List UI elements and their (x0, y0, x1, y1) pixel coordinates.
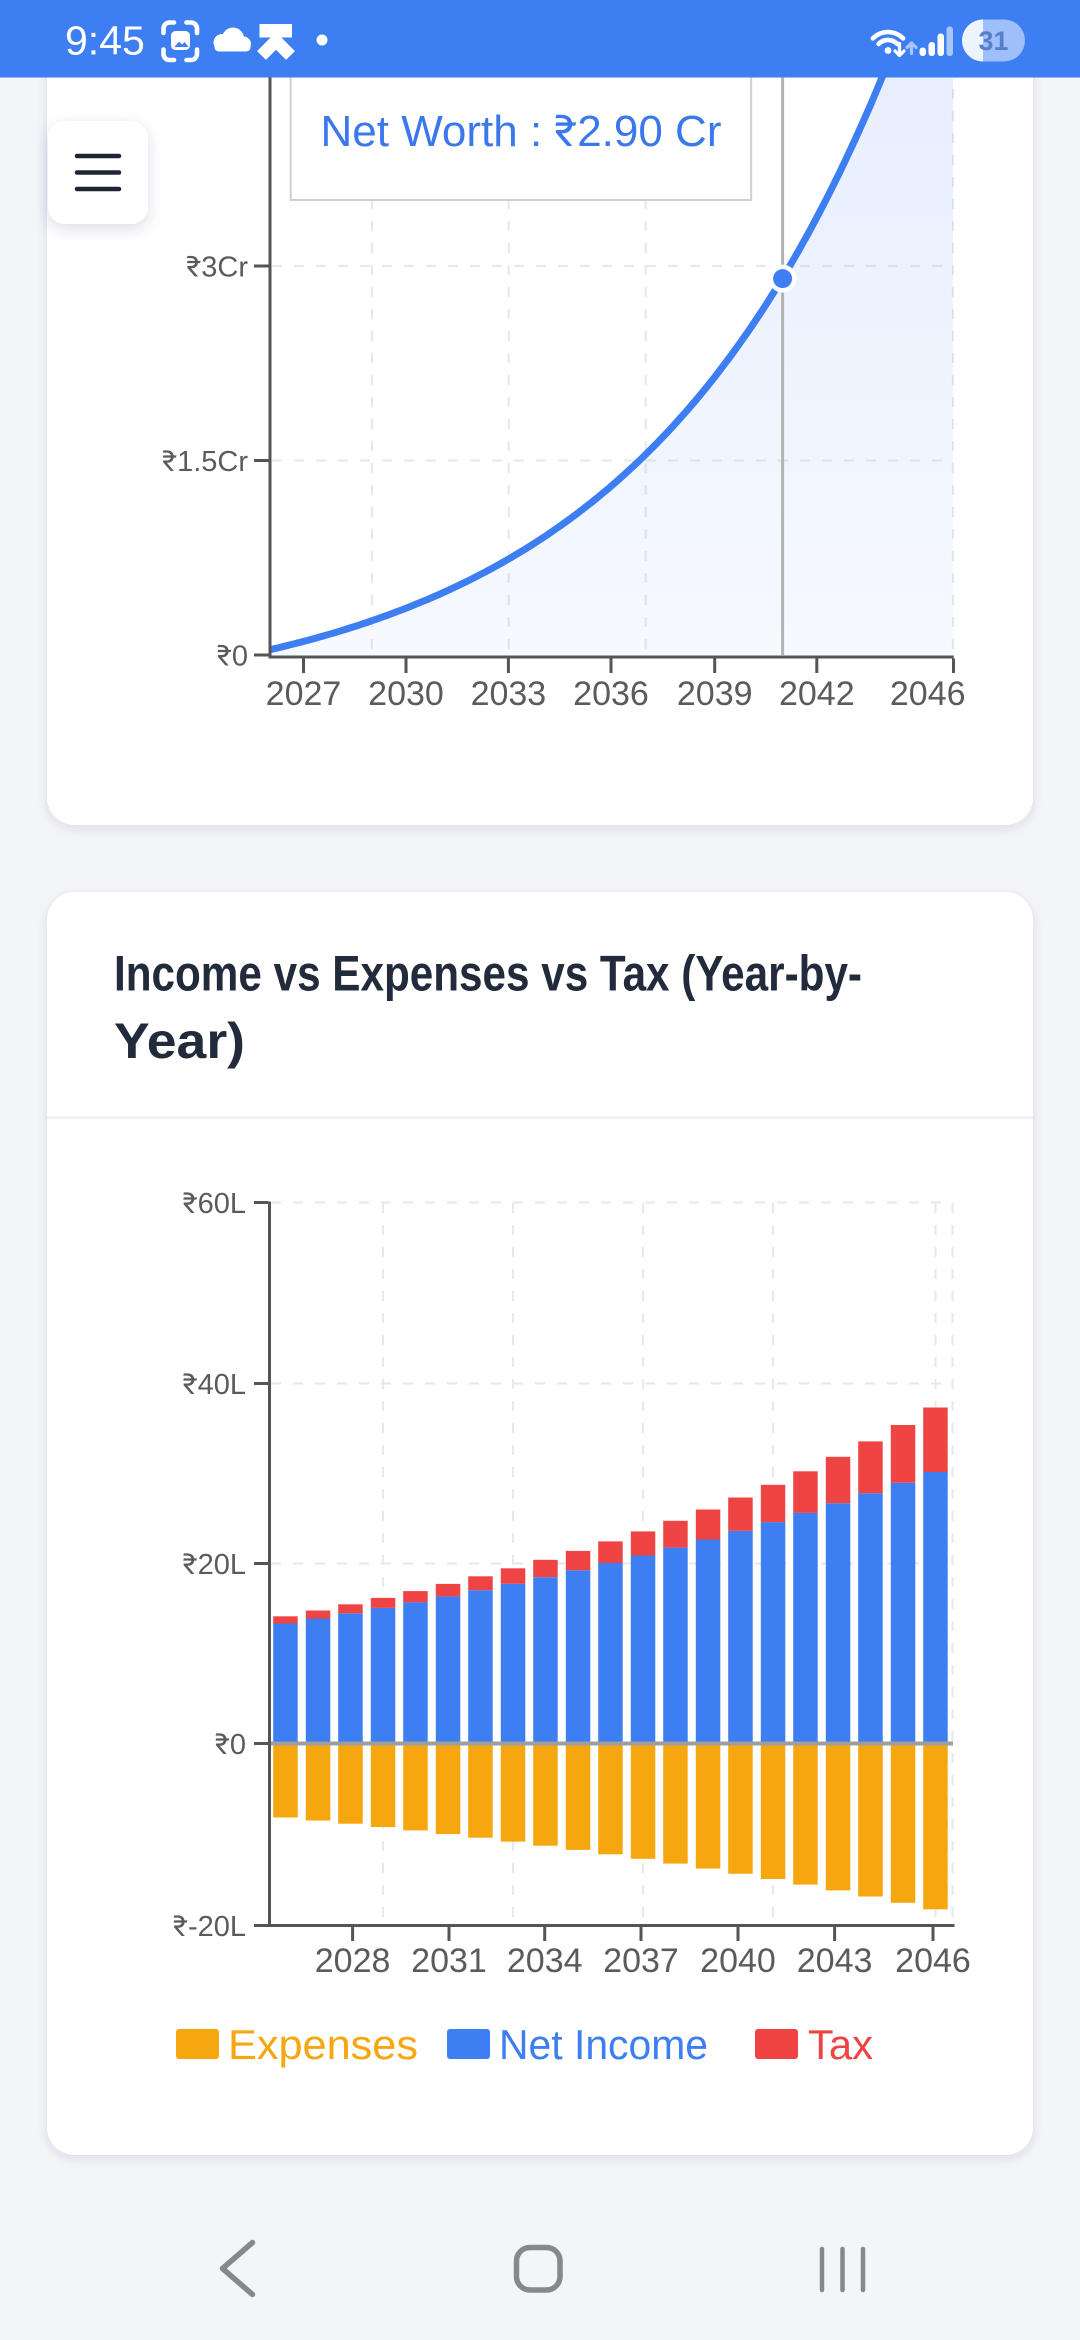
svg-text:20L: 20L (198, 1549, 246, 1581)
svg-text:1.5Cr: 1.5Cr (177, 446, 248, 478)
svg-text:40L: 40L (198, 1369, 246, 1401)
svg-text:2040: 2040 (700, 1942, 776, 1980)
svg-text:2039: 2039 (677, 675, 753, 713)
svg-text:2030: 2030 (368, 675, 444, 713)
svg-text:2046: 2046 (895, 1942, 971, 1980)
svg-text:2031: 2031 (411, 1942, 487, 1980)
svg-text:Income vs Expenses vs Tax (Yea: Income vs Expenses vs Tax (Year-by- (114, 946, 862, 1002)
svg-text:2042: 2042 (779, 675, 855, 713)
svg-text:2027: 2027 (266, 675, 342, 713)
svg-text:2028: 2028 (315, 1942, 391, 1980)
svg-text:Net Income: Net Income (499, 2021, 708, 2068)
svg-text:2036: 2036 (573, 675, 649, 713)
svg-text:2034: 2034 (507, 1942, 583, 1980)
svg-text:3Cr: 3Cr (201, 252, 248, 284)
svg-text:2037: 2037 (603, 1942, 679, 1980)
svg-text:0: 0 (230, 1729, 246, 1761)
svg-text:Year): Year) (114, 1013, 245, 1069)
svg-text:Expenses: Expenses (228, 2021, 418, 2068)
svg-text:2046: 2046 (890, 675, 966, 713)
svg-text:2.90 Cr: 2.90 Cr (577, 107, 721, 156)
svg-text:31: 31 (978, 26, 1008, 56)
svg-text:Net Worth :: Net Worth : (321, 107, 543, 156)
svg-text:60L: 60L (198, 1188, 246, 1220)
svg-text:2043: 2043 (797, 1942, 873, 1980)
svg-text:0: 0 (232, 641, 248, 673)
svg-text:9:45: 9:45 (65, 18, 145, 64)
svg-text:Tax: Tax (808, 2021, 873, 2068)
svg-text:2033: 2033 (471, 675, 547, 713)
svg-text:-20L: -20L (188, 1911, 246, 1943)
